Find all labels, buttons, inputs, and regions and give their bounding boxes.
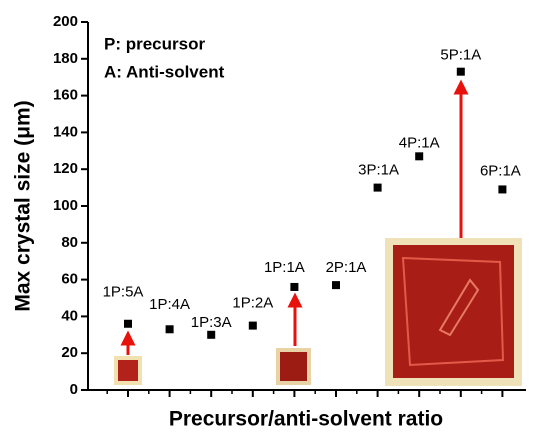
y-tick-label: 60: [61, 271, 78, 288]
y-tick-label: 160: [53, 87, 78, 104]
point-label: 5P:1A: [440, 47, 481, 64]
point-label: 2P:1A: [326, 259, 367, 276]
point-label: 1P:1A: [264, 259, 305, 276]
point-label: 4P:1A: [399, 134, 440, 151]
marker: [373, 183, 382, 192]
inset-small-crystal: [118, 360, 138, 381]
y-tick-label: 140: [53, 123, 78, 140]
y-tick-label: 100: [53, 197, 78, 214]
y-axis-title: Max crystal size (μm): [12, 100, 35, 311]
point-label: 6P:1A: [480, 162, 521, 179]
marker: [456, 67, 465, 76]
y-tick-label: 200: [53, 13, 78, 30]
marker: [165, 325, 174, 334]
annotation: P: precursor: [104, 34, 205, 53]
y-tick-label: 40: [61, 307, 78, 324]
inset-large-flaw: [438, 278, 480, 337]
inset-medium-crystal: [280, 352, 307, 381]
marker: [332, 281, 340, 290]
arrows: [120, 79, 469, 355]
inset-large-crystal: [393, 245, 514, 378]
point-label: 1P:2A: [232, 295, 273, 312]
point-label: 1P:5A: [103, 284, 144, 301]
y-tick-label: 0: [70, 381, 78, 398]
marker: [207, 330, 216, 339]
y-tick-label: 120: [53, 160, 78, 177]
marker: [124, 319, 132, 328]
point-label: 1P:4A: [149, 296, 190, 313]
y-tick-label: 80: [61, 234, 78, 251]
x-axis-title: Precursor/anti-solvent ratio: [169, 408, 443, 431]
y-tick-label: 20: [61, 344, 78, 361]
inset-large-edge: [401, 256, 505, 367]
annotation: A: Anti-solvent: [104, 62, 225, 81]
marker: [415, 152, 424, 161]
marker: [498, 185, 507, 194]
marker: [290, 282, 299, 291]
point-label: 3P:1A: [358, 162, 399, 179]
inset-photos: [114, 238, 522, 386]
point-label: 1P:3A: [191, 314, 232, 331]
y-tick-label: 180: [53, 50, 78, 67]
marker: [248, 321, 257, 330]
